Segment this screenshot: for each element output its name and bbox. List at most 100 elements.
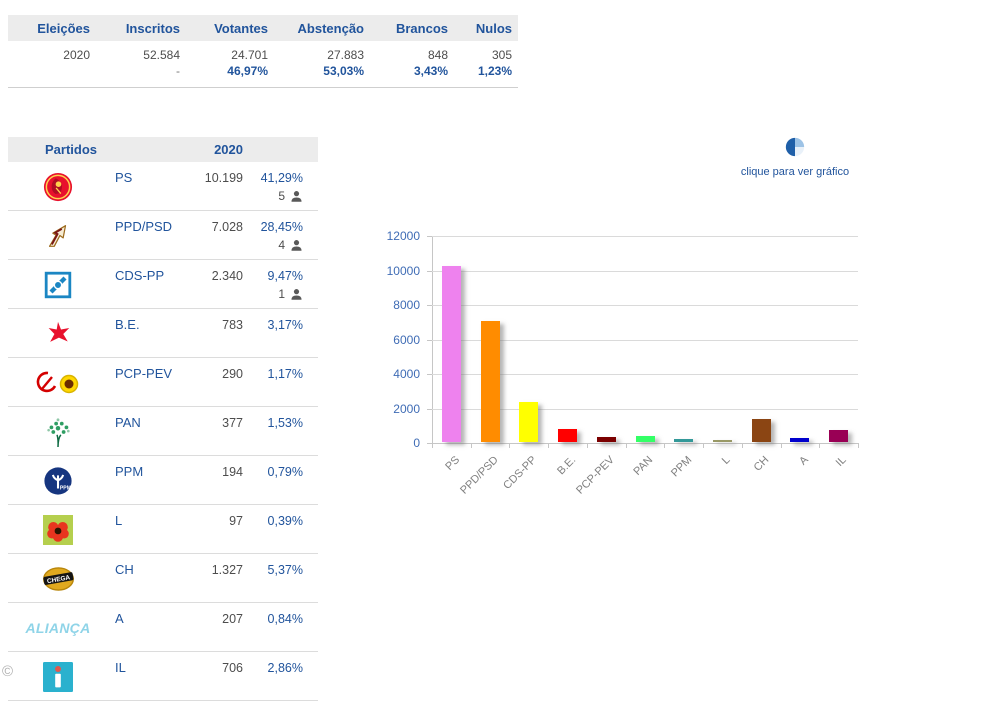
party-row: PCP-PEV 290 1,17% xyxy=(8,358,318,407)
summary-percent-eleicoes xyxy=(8,64,96,78)
x-axis-tick xyxy=(548,443,550,448)
party-name-link[interactable]: CH xyxy=(115,562,134,577)
gridline xyxy=(432,305,858,306)
seat-person-icon xyxy=(291,288,302,300)
party-percent: 3,17% xyxy=(267,318,303,332)
party-table: Partidos 2020 PS 10.199 41,29% 5 PPD/PSD 7.02… xyxy=(8,137,318,701)
pie-chart-icon xyxy=(784,136,806,163)
party-votes: 783 xyxy=(222,318,243,332)
summary-value-inscritos: 52.584 xyxy=(143,48,180,62)
summary-value-eleicoes: 2020 xyxy=(63,48,90,62)
x-axis-tick xyxy=(858,443,859,448)
party-votes: 7.028 xyxy=(211,220,243,234)
x-axis-tick xyxy=(741,443,743,448)
party-row: CDS-PP 2.340 9,47% 1 xyxy=(8,260,318,309)
gridline xyxy=(432,443,858,444)
party-name-link[interactable]: A xyxy=(115,611,124,626)
x-axis-label: L xyxy=(720,454,733,467)
party-name-link[interactable]: PPD/PSD xyxy=(115,219,173,234)
party-table-body: PS 10.199 41,29% 5 PPD/PSD 7.028 28,45% 4 CDS-PP… xyxy=(8,162,318,701)
party-percent: 1,17% xyxy=(267,367,303,381)
summary-header-abstencao: Abstenção xyxy=(297,20,364,36)
party-name-link[interactable]: L xyxy=(115,513,123,528)
x-axis-label: PPD/PSD xyxy=(457,454,501,497)
y-axis-tick xyxy=(427,408,432,410)
party-votes: 194 xyxy=(222,465,243,479)
x-axis-label: IL xyxy=(834,454,850,469)
party-name-link[interactable]: PAN xyxy=(115,415,141,430)
party-logo-cds-icon xyxy=(8,263,108,306)
x-axis-tick xyxy=(819,443,821,448)
party-votes: 377 xyxy=(222,416,243,430)
party-percent: 9,47% xyxy=(267,269,303,283)
bar-PPD/PSD[interactable] xyxy=(480,320,500,442)
summary-table: Eleições Inscritos Votantes Abstenção Br… xyxy=(8,15,518,88)
bar-L[interactable] xyxy=(712,440,732,442)
summary-value-brancos: 848 xyxy=(427,48,448,62)
copyright-symbol: © xyxy=(2,663,14,680)
party-name-link[interactable]: PCP-PEV xyxy=(115,366,173,381)
party-votes: 1.327 xyxy=(211,563,243,577)
summary-values-row: 2020 52.584 24.701 27.883 848 305 xyxy=(8,48,518,62)
party-votes: 2.340 xyxy=(211,269,243,283)
y-axis-label: 6000 xyxy=(393,332,420,347)
party-votes: 290 xyxy=(222,367,243,381)
party-logo-il-icon xyxy=(8,655,108,698)
x-axis-tick xyxy=(470,443,472,448)
y-axis-tick xyxy=(427,374,432,375)
y-axis-label: 4000 xyxy=(393,367,420,381)
party-logo-pcp-icon xyxy=(8,361,108,404)
party-votes: 706 xyxy=(222,661,243,675)
party-name-link[interactable]: PS xyxy=(115,170,133,185)
bar-IL[interactable] xyxy=(829,429,849,442)
party-percent: 41,29% xyxy=(260,171,303,185)
bar-A[interactable] xyxy=(790,438,810,442)
gridline xyxy=(432,339,858,341)
y-axis-tick xyxy=(427,236,432,237)
seat-person-icon xyxy=(291,239,302,251)
party-name-link[interactable]: IL xyxy=(115,660,126,675)
party-percent: 0,79% xyxy=(267,465,303,479)
bar-PPM[interactable] xyxy=(674,438,694,442)
party-table-header: Partidos 2020 xyxy=(8,137,318,162)
x-axis-tick xyxy=(509,443,511,448)
party-percent: 28,45% xyxy=(260,220,303,234)
summary-percent-row: - 46,97% 53,03% 3,43% 1,23% xyxy=(8,64,518,78)
party-row: B.E. 783 3,17% xyxy=(8,309,318,358)
x-axis-tick xyxy=(586,443,588,448)
bar-CDS-PP[interactable] xyxy=(519,401,539,442)
summary-percent-inscritos: - xyxy=(176,64,180,78)
x-axis-label: CH xyxy=(751,454,772,474)
party-table-header-partidos: Partidos xyxy=(45,142,98,157)
party-percent: 0,39% xyxy=(267,514,303,528)
party-percent: 1,53% xyxy=(267,416,303,430)
y-axis-tick xyxy=(427,270,432,272)
party-votes: 10.199 xyxy=(204,171,243,185)
show-chart-link-label: clique para ver gráfico xyxy=(740,166,850,178)
bar-PCP-PEV[interactable] xyxy=(596,437,616,442)
bar-PAN[interactable] xyxy=(635,435,655,442)
x-axis-tick xyxy=(625,443,627,448)
party-name-link[interactable]: CDS-PP xyxy=(115,268,165,283)
x-axis-label: PPM xyxy=(668,454,695,480)
summary-percent-abstencao: 53,03% xyxy=(323,64,364,78)
party-row: PAN 377 1,53% xyxy=(8,407,318,456)
x-axis-label: PCP-PEV xyxy=(574,454,617,497)
party-row: IL 706 2,86% xyxy=(8,652,318,701)
party-votes: 207 xyxy=(222,612,243,626)
party-name-link[interactable]: PPM xyxy=(115,464,144,479)
svg-text:PPM: PPM xyxy=(60,485,71,491)
summary-percent-brancos: 3,43% xyxy=(413,64,448,78)
bar-CH[interactable] xyxy=(751,419,771,442)
x-axis-label: PAN xyxy=(631,454,656,478)
party-name-link[interactable]: B.E. xyxy=(115,317,140,332)
summary-header-eleicoes: Eleições xyxy=(37,20,90,36)
summary-value-abstencao: 27.883 xyxy=(327,48,364,62)
bar-PS[interactable] xyxy=(441,266,461,442)
party-table-header-year: 2020 xyxy=(214,142,243,157)
x-axis-tick xyxy=(432,443,433,448)
bar-B.E.[interactable] xyxy=(558,428,578,442)
party-row: L 97 0,39% xyxy=(8,505,318,554)
y-axis-label: 0 xyxy=(413,436,420,450)
show-chart-link[interactable]: clique para ver gráfico xyxy=(740,136,850,178)
